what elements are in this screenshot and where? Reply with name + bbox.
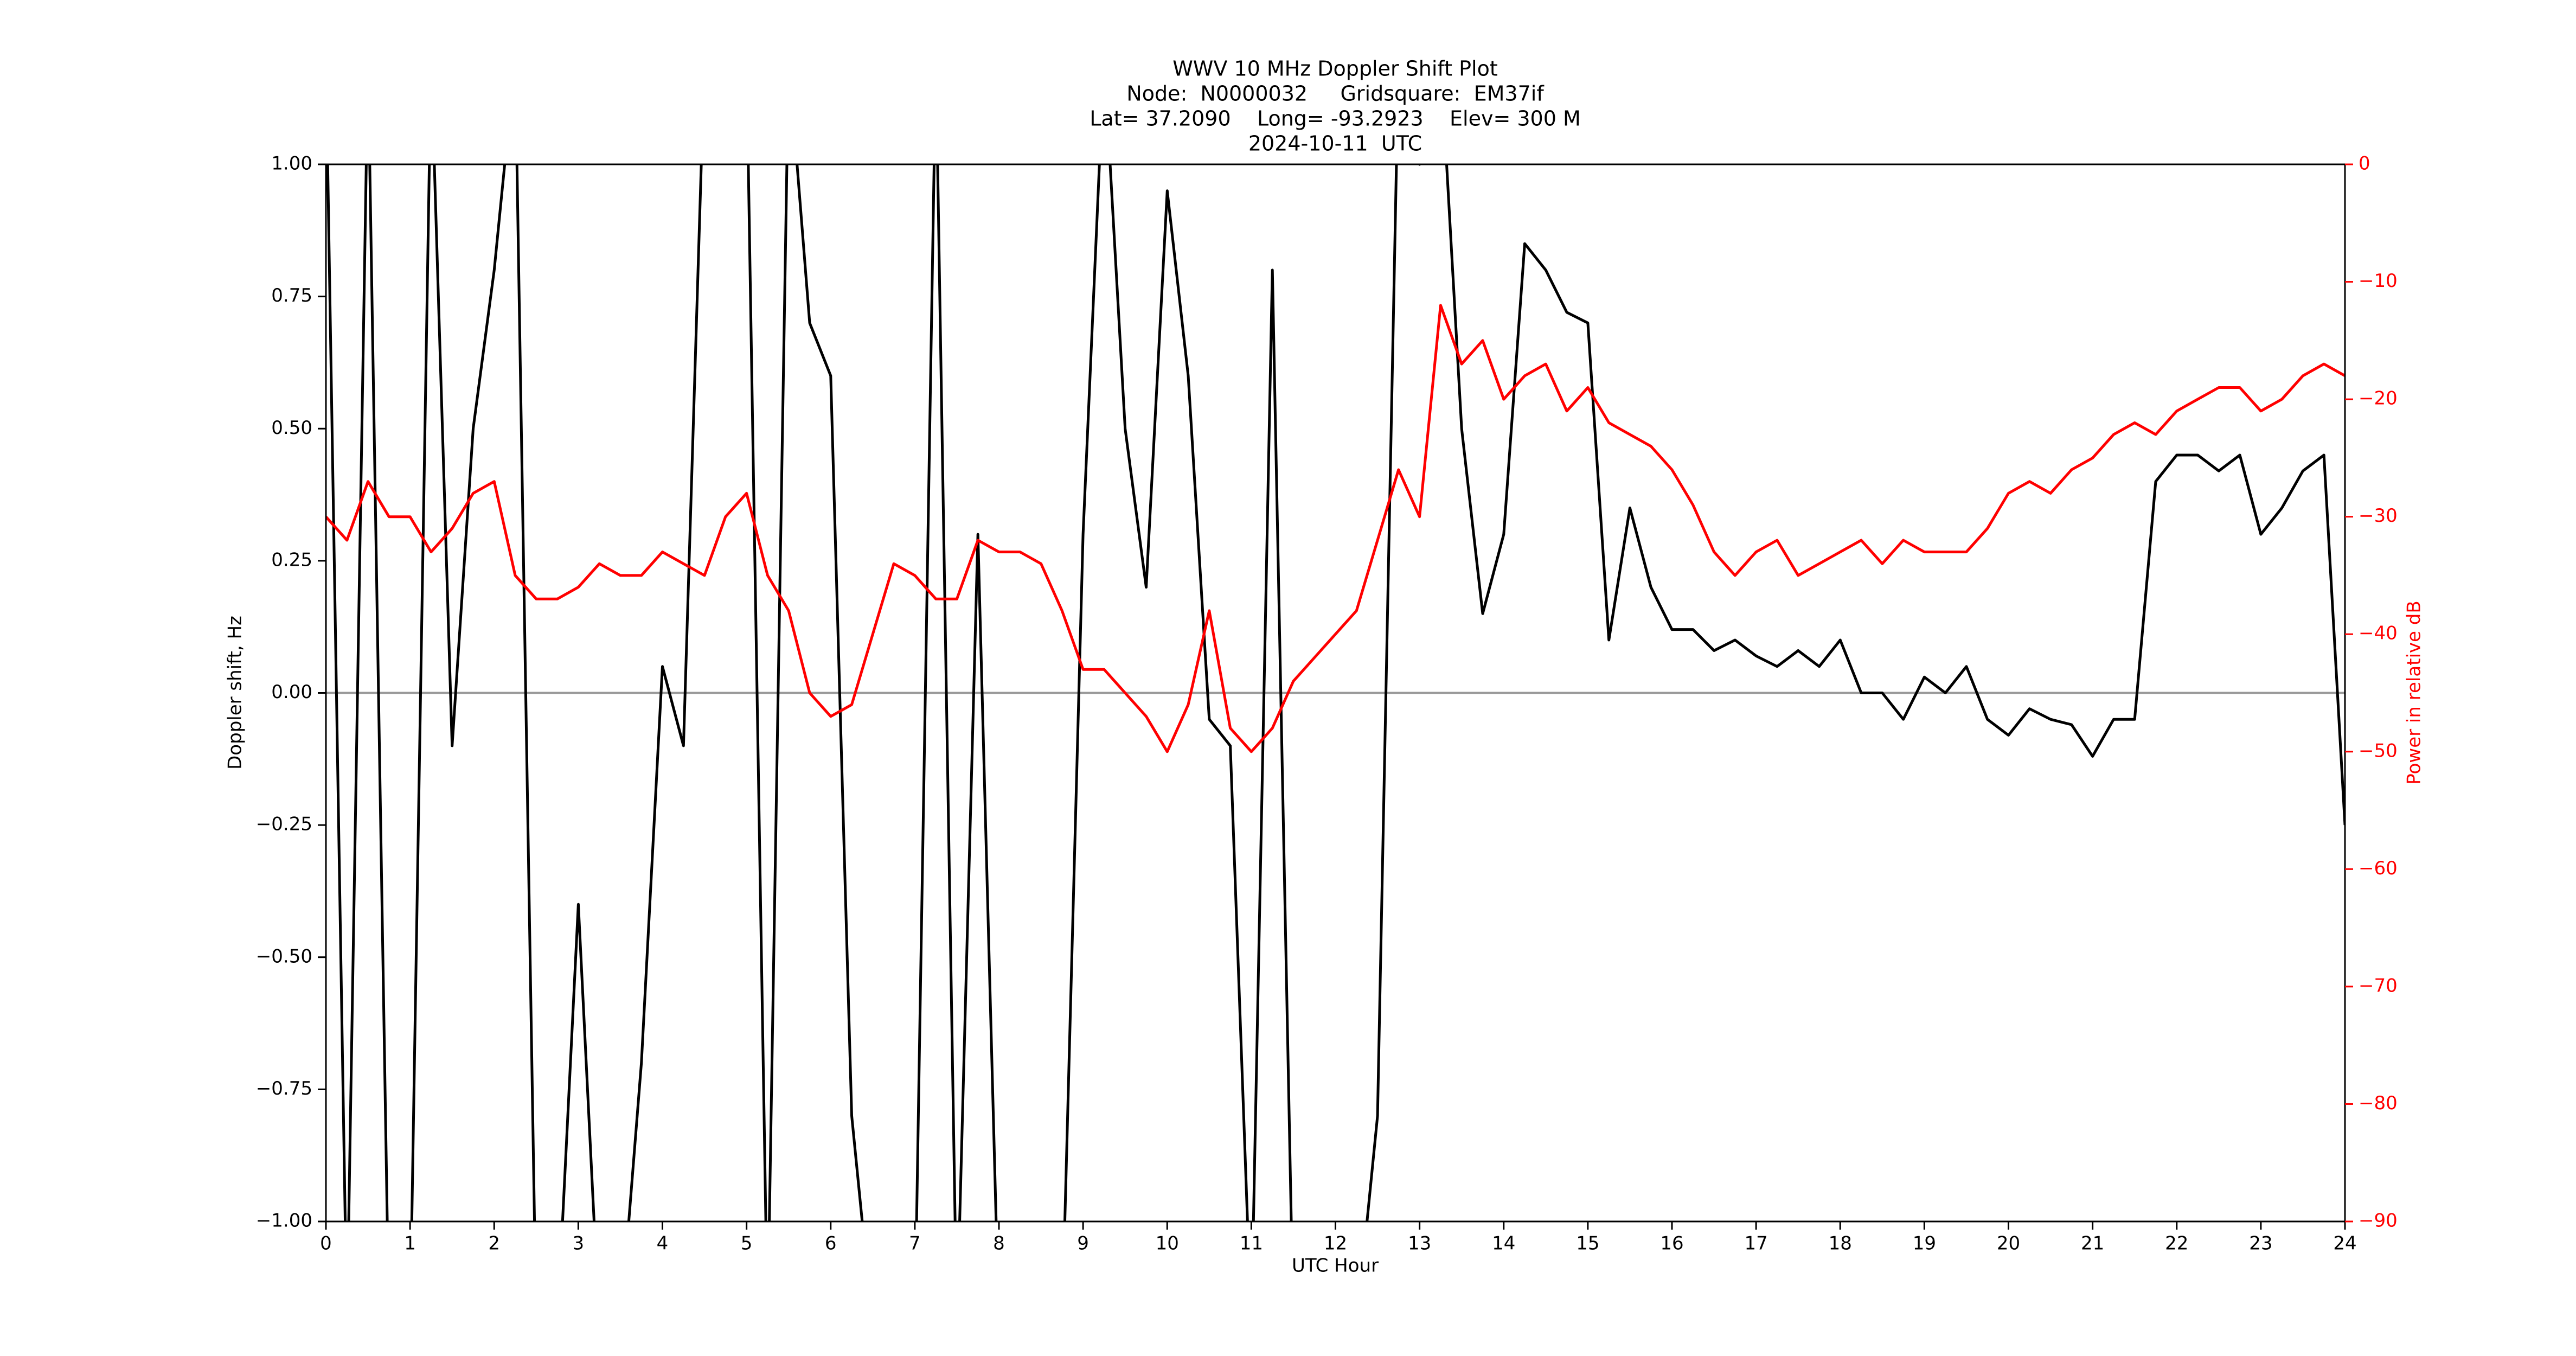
y-tick-label: −0.75 [256, 1078, 312, 1099]
x-tick-label: 15 [1576, 1233, 1599, 1255]
y-tick-label: −1.00 [256, 1210, 312, 1232]
y-tick-label: −0.50 [256, 945, 312, 967]
x-tick-label: 22 [2165, 1233, 2188, 1255]
x-tick-label: 10 [1156, 1233, 1179, 1255]
x-tick-label: 7 [909, 1233, 921, 1255]
x-tick-label: 16 [1660, 1233, 1683, 1255]
x-tick-label: 0 [320, 1233, 332, 1255]
x-tick-label: 18 [1829, 1233, 1852, 1255]
chart-title: Lat= 37.2090 Long= -93.2923 Elev= 300 M [1090, 107, 1581, 131]
x-tick-label: 19 [1913, 1233, 1936, 1255]
x-tick-label: 2 [488, 1233, 500, 1255]
y2-tick-label: −90 [2359, 1210, 2398, 1232]
y-axis-label: Doppler shift, Hz [225, 616, 246, 770]
y2-tick-label: −60 [2359, 858, 2398, 879]
y-tick-label: 0.25 [271, 549, 312, 571]
y2-tick-label: −20 [2359, 388, 2398, 410]
y2-tick-label: −80 [2359, 1092, 2398, 1114]
chart-title: 2024-10-11 UTC [1248, 132, 1422, 156]
y2-tick-label: 0 [2359, 153, 2370, 175]
x-tick-label: 3 [573, 1233, 585, 1255]
x-tick-label: 12 [1324, 1233, 1347, 1255]
x-tick-label: 21 [2081, 1233, 2104, 1255]
x-axis-label: UTC Hour [1292, 1255, 1379, 1277]
y2-tick-label: −40 [2359, 623, 2398, 644]
x-tick-label: 17 [1744, 1233, 1767, 1255]
x-tick-label: 1 [404, 1233, 416, 1255]
chart-title: WWV 10 MHz Doppler Shift Plot [1172, 57, 1498, 81]
y2-tick-label: −10 [2359, 270, 2398, 292]
x-tick-label: 5 [741, 1233, 753, 1255]
y2-tick-label: −30 [2359, 505, 2398, 527]
y2-axis-label: Power in relative dB [2404, 600, 2425, 784]
x-tick-label: 6 [825, 1233, 837, 1255]
y-tick-label: 0.50 [271, 417, 312, 439]
x-tick-label: 20 [1997, 1233, 2020, 1255]
x-tick-label: 11 [1240, 1233, 1263, 1255]
y-tick-label: −0.25 [256, 814, 312, 835]
x-tick-label: 9 [1077, 1233, 1089, 1255]
y2-tick-label: −70 [2359, 975, 2398, 996]
chart-title: Node: N0000032 Gridsquare: EM37if [1126, 82, 1545, 106]
y2-tick-label: −50 [2359, 740, 2398, 762]
x-tick-label: 24 [2333, 1233, 2356, 1255]
y-tick-label: 0.00 [271, 681, 312, 703]
x-tick-label: 4 [657, 1233, 669, 1255]
x-tick-label: 14 [1492, 1233, 1515, 1255]
data-line [326, 304, 2345, 753]
y-tick-label: 0.75 [271, 285, 312, 306]
y-tick-label: 1.00 [271, 153, 312, 175]
x-tick-label: 8 [993, 1233, 1005, 1255]
x-tick-label: 23 [2249, 1233, 2272, 1255]
x-tick-label: 13 [1408, 1233, 1431, 1255]
data-line [326, 164, 2345, 1221]
